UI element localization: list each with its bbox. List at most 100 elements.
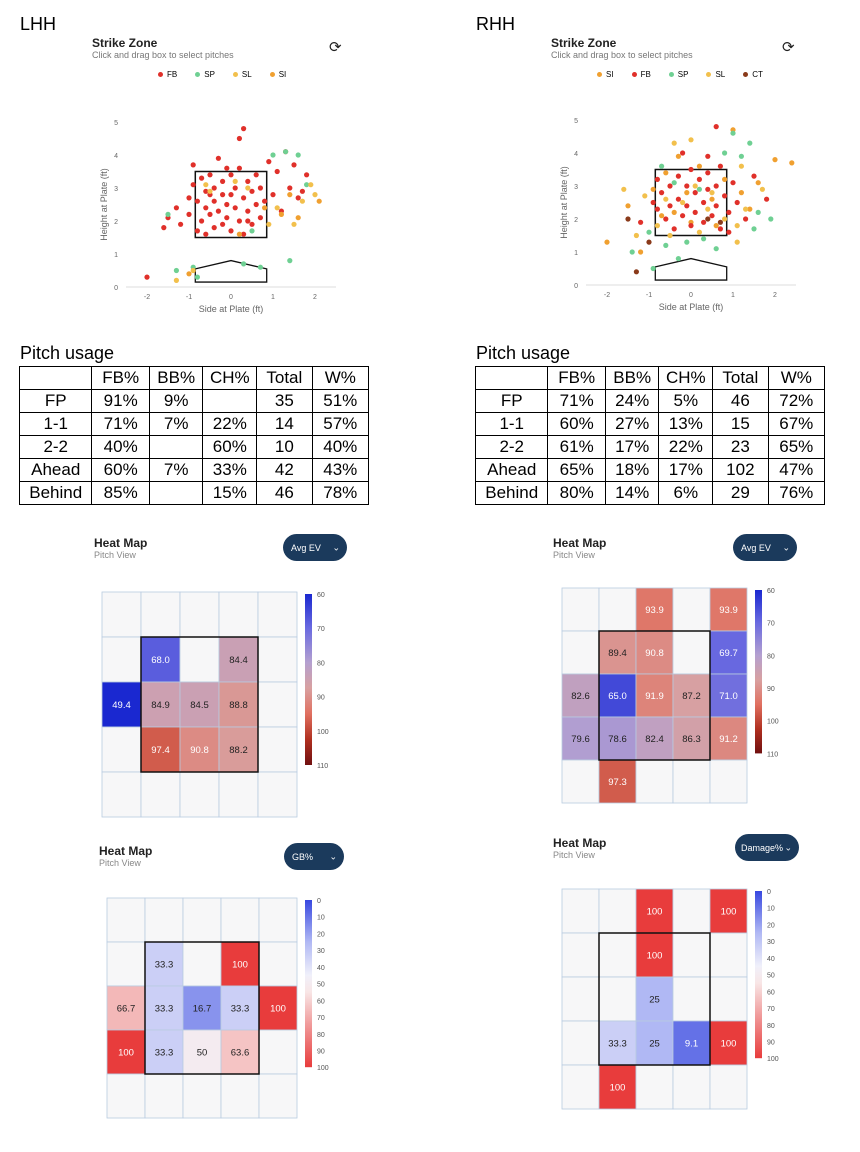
pitch-point-fb[interactable]	[245, 208, 251, 214]
pitch-point-si[interactable]	[747, 206, 753, 212]
pitch-point-fb[interactable]	[299, 188, 305, 194]
heatmap-cell[interactable]	[635, 630, 674, 675]
pitch-point-fb[interactable]	[688, 166, 694, 173]
pitch-point-fb[interactable]	[680, 213, 686, 219]
heatmap-cell[interactable]	[101, 681, 142, 728]
pitch-point-fb[interactable]	[144, 274, 150, 280]
pitch-point-sp[interactable]	[755, 209, 761, 215]
heatmap-cell[interactable]	[598, 888, 637, 934]
pitch-point-sl[interactable]	[671, 140, 677, 146]
pitch-point-fb[interactable]	[295, 195, 301, 201]
heatmap-cell[interactable]	[140, 771, 181, 818]
heatmap-cell[interactable]	[106, 897, 146, 943]
pitch-point-si[interactable]	[671, 209, 677, 215]
pitch-point-fb[interactable]	[726, 209, 732, 215]
pitch-point-sl[interactable]	[734, 223, 740, 229]
heatmap-cell[interactable]	[182, 985, 222, 1031]
heatmap-cell[interactable]	[598, 932, 637, 978]
pitch-point-sl[interactable]	[299, 198, 305, 204]
pitch-point-sp[interactable]	[747, 140, 753, 146]
pitch-point-fb[interactable]	[173, 205, 179, 211]
pitch-point-fb[interactable]	[249, 188, 255, 194]
pitch-point-fb[interactable]	[709, 213, 715, 219]
heatmap-cell[interactable]	[258, 1073, 298, 1119]
lhh-heatmap-ev-selector[interactable]: Avg EV ⌄	[283, 534, 347, 561]
pitch-point-fb[interactable]	[713, 124, 719, 130]
heatmap-cell[interactable]	[672, 976, 711, 1022]
heatmap-cell[interactable]	[598, 1064, 637, 1110]
pitch-point-sp[interactable]	[194, 274, 200, 280]
pitch-point-fb[interactable]	[701, 199, 707, 206]
pitch-point-si[interactable]	[295, 215, 301, 221]
pitch-point-fb[interactable]	[650, 199, 656, 206]
pitch-point-sp[interactable]	[646, 229, 652, 235]
pitch-point-sl[interactable]	[312, 192, 318, 198]
heatmap-cell[interactable]	[258, 941, 298, 987]
legend-item-si[interactable]: SI	[269, 70, 286, 79]
pitch-point-sl[interactable]	[734, 239, 740, 245]
pitch-point-sl[interactable]	[633, 232, 639, 239]
heatmap-cell[interactable]	[182, 897, 222, 943]
rhh-heatmap-dmg[interactable]: 100 100 100 25 33.3 25 9.1 100 100 0 10 20 30 40 50 60 7…	[560, 887, 810, 1117]
pitch-point-fb[interactable]	[253, 172, 259, 178]
heatmap-cell[interactable]	[709, 630, 748, 675]
pitch-point-fb[interactable]	[203, 205, 209, 211]
heatmap-cell[interactable]	[179, 591, 220, 638]
pitch-point-sl[interactable]	[291, 221, 297, 227]
pitch-point-fb[interactable]	[211, 225, 217, 231]
pitch-point-sp[interactable]	[650, 265, 656, 272]
pitch-point-fb[interactable]	[671, 226, 677, 232]
pitch-point-fb[interactable]	[705, 186, 711, 192]
heatmap-cell[interactable]	[709, 1064, 748, 1110]
rhh-heatmap-ev[interactable]: 93.9 93.9 89.4 90.8 69.7 82.6 65.0 91.9 87.2 71.0…	[560, 586, 810, 816]
pitch-point-fb[interactable]	[241, 231, 247, 237]
pitch-point-si[interactable]	[316, 198, 322, 204]
pitch-point-fb[interactable]	[186, 211, 192, 217]
pitch-point-sl[interactable]	[667, 232, 673, 239]
heatmap-cell[interactable]	[709, 673, 748, 718]
pitch-point-fb[interactable]	[659, 190, 665, 196]
pitch-point-sl[interactable]	[654, 223, 660, 229]
heatmap-cell[interactable]	[257, 636, 298, 683]
lhh-strike-zone-plot[interactable]: 0 1 2 3 4 5 -2 -1 0 1 2 Side at Plate (ft) Height at…	[96, 112, 346, 317]
rhh-heatmap-dmg-selector[interactable]: Damage% ⌄	[735, 834, 799, 861]
heatmap-cell[interactable]	[182, 941, 222, 987]
pitch-point-fb[interactable]	[199, 218, 205, 224]
heatmap-cell[interactable]	[106, 1073, 146, 1119]
heatmap-cell[interactable]	[561, 976, 600, 1022]
heatmap-cell[interactable]	[140, 726, 181, 773]
pitch-point-fb[interactable]	[199, 175, 205, 181]
pitch-point-fb[interactable]	[236, 165, 242, 171]
pitch-point-fb[interactable]	[207, 211, 213, 217]
pitch-point-si[interactable]	[709, 196, 715, 202]
legend-item-si[interactable]: SI	[597, 70, 614, 79]
heatmap-cell[interactable]	[635, 587, 674, 632]
heatmap-cell[interactable]	[144, 985, 184, 1031]
refresh-icon[interactable]: ⟳	[329, 39, 342, 56]
pitch-point-fb[interactable]	[178, 221, 184, 227]
pitch-point-si[interactable]	[604, 239, 610, 245]
pitch-point-ct[interactable]	[646, 239, 652, 245]
pitch-point-sl[interactable]	[738, 163, 744, 169]
pitch-point-fb[interactable]	[743, 216, 749, 222]
heatmap-cell[interactable]	[182, 1073, 222, 1119]
pitch-point-sp[interactable]	[241, 261, 247, 267]
pitch-point-sl[interactable]	[245, 185, 251, 191]
pitch-point-sp[interactable]	[671, 180, 677, 186]
heatmap-cell[interactable]	[106, 941, 146, 987]
pitch-point-fb[interactable]	[241, 195, 247, 201]
pitch-point-sp[interactable]	[701, 236, 707, 242]
pitch-point-fb[interactable]	[190, 162, 196, 168]
heatmap-cell[interactable]	[709, 716, 748, 761]
pitch-point-sp[interactable]	[713, 246, 719, 252]
heatmap-cell[interactable]	[561, 587, 600, 632]
pitch-point-ct[interactable]	[705, 216, 711, 222]
pitch-point-fb[interactable]	[705, 153, 711, 159]
pitch-point-si[interactable]	[772, 157, 778, 163]
pitch-point-fb[interactable]	[692, 190, 698, 196]
pitch-point-sl[interactable]	[207, 188, 213, 194]
heatmap-cell[interactable]	[220, 1029, 260, 1075]
pitch-point-si[interactable]	[663, 170, 669, 176]
pitch-point-fb[interactable]	[245, 178, 251, 184]
pitch-point-sl[interactable]	[308, 182, 314, 188]
